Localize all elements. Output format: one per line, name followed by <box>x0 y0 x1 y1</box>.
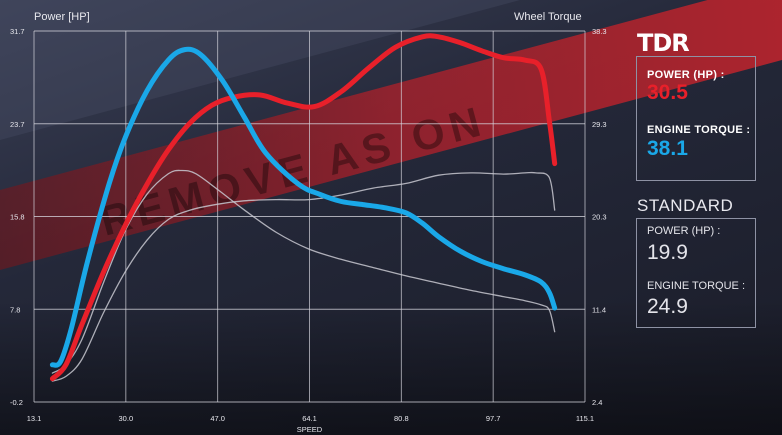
y-left-tick-label: 15.8 <box>10 213 25 222</box>
top-band <box>0 0 520 140</box>
x-tick-label: 80.8 <box>394 414 409 423</box>
y-left-tick-label: 7.8 <box>10 305 20 314</box>
tdr-power-label: POWER (HP) : <box>647 69 725 81</box>
y-right-tick-label: 38.3 <box>592 27 607 36</box>
x-tick-label: 47.0 <box>210 414 225 423</box>
y-right-tick-label: 11.4 <box>592 305 606 314</box>
x-tick-label: 30.0 <box>119 414 134 423</box>
x-tick-label: 115.1 <box>576 414 594 423</box>
standard-power-label: POWER (HP) : <box>647 225 721 237</box>
standard-torque-label: ENGINE TORQUE : <box>647 280 746 292</box>
standard-power-line <box>51 171 556 382</box>
y-left-tick-label: 31.7 <box>10 27 25 36</box>
tdr-power-line <box>49 33 558 382</box>
standard-panel <box>636 218 756 328</box>
standard-torque-line <box>51 169 556 374</box>
tdr-torque-value: 38.1 <box>647 137 688 160</box>
standard-torque-value: 24.9 <box>647 295 688 318</box>
left-axis-title: Power [HP] <box>34 11 90 23</box>
y-right-tick-label: 2.4 <box>592 398 602 407</box>
red-band <box>0 0 782 270</box>
x-tick-label: 64.1 <box>302 414 317 423</box>
y-left-tick-label: 23.7 <box>10 120 25 129</box>
y-left-tick-label: -0.2 <box>10 398 23 407</box>
tdr-torque-label: ENGINE TORQUE : <box>647 124 751 136</box>
tdr-power-value: 30.5 <box>647 81 688 104</box>
y-right-tick-label: 20.3 <box>592 213 607 222</box>
standard-power-value: 19.9 <box>647 241 688 264</box>
right-axis-title: Wheel Torque <box>514 11 582 23</box>
tdr-panel <box>636 56 756 181</box>
tdr-torque-line <box>49 46 558 368</box>
y-right-tick-label: 29.3 <box>592 120 607 129</box>
standard-title: STANDARD <box>637 196 734 215</box>
brand-logo: TDR <box>637 29 690 57</box>
x-tick-label: 13.1 <box>27 414 42 423</box>
x-axis-title: SPEED <box>297 425 323 434</box>
x-tick-label: 97.7 <box>486 414 501 423</box>
